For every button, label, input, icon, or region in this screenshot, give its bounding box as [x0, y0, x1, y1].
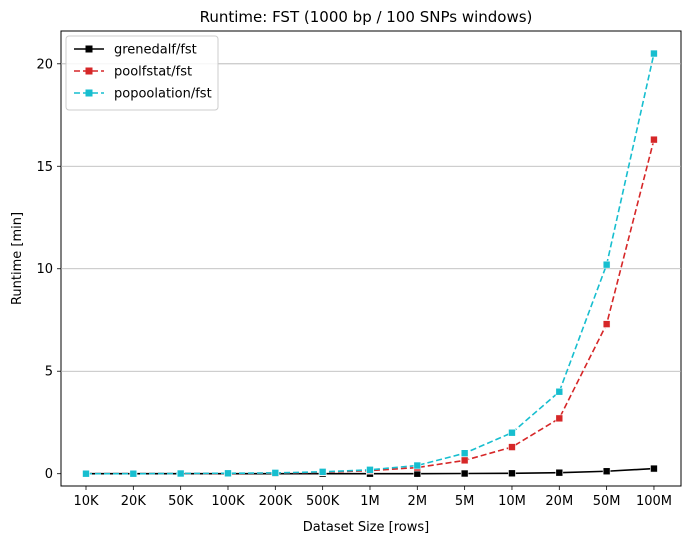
series-popoolation-fst	[82, 49, 658, 478]
data-point	[460, 449, 469, 458]
data-point	[318, 468, 327, 476]
x-axis: 10K 20K 50K 100K 200K 500K 1M 2M 5M 10M 20M 50M 100M	[73, 486, 672, 509]
x-tick-label: 10M	[498, 494, 526, 509]
data-point	[508, 443, 516, 451]
series-poolfstat-fst	[82, 135, 658, 478]
data-point	[366, 466, 374, 474]
data-point	[460, 456, 469, 465]
x-axis-label: Dataset Size [rows]	[303, 520, 429, 535]
data-point	[555, 468, 564, 477]
legend-label: grenedalf/fst	[114, 43, 197, 58]
data-point	[508, 469, 516, 478]
y-tick-label: 0	[45, 467, 53, 482]
data-point	[508, 428, 516, 437]
legend-marker	[85, 89, 93, 97]
data-point	[555, 387, 564, 396]
x-tick-label: 10K	[73, 494, 99, 509]
x-tick-label: 50K	[168, 494, 194, 509]
data-point	[555, 414, 564, 423]
series-line	[86, 53, 655, 475]
data-point	[650, 49, 658, 58]
legend-label: poolfstat/fst	[114, 65, 192, 80]
y-axis: 0 5 10 15 20	[36, 57, 61, 482]
legend-marker	[85, 67, 93, 75]
data-point	[460, 469, 469, 478]
data-point	[602, 467, 611, 476]
chart-title: Runtime: FST (1000 bp / 100 SNPs windows…	[200, 8, 533, 26]
legend: grenedalf/fst poolfstat/fst popoolation/fs…	[65, 35, 219, 111]
y-axis-label: Runtime [min]	[10, 212, 25, 305]
series-layer	[82, 49, 658, 478]
y-tick-label: 5	[45, 365, 53, 380]
data-point	[650, 135, 658, 144]
x-tick-label: 5M	[455, 494, 475, 509]
x-tick-label: 2M	[408, 494, 428, 509]
legend-frame	[65, 35, 219, 111]
y-tick-label: 10	[36, 262, 53, 277]
y-tick-label: 20	[36, 57, 53, 72]
x-tick-label: 20M	[545, 494, 573, 509]
data-point	[224, 469, 232, 478]
x-tick-label: 50M	[593, 494, 621, 509]
x-tick-label: 500K	[306, 494, 340, 509]
data-point	[413, 461, 422, 470]
data-point	[82, 469, 90, 478]
plot-area	[60, 30, 682, 487]
x-tick-label: 20K	[121, 494, 147, 509]
data-point	[271, 469, 280, 477]
data-point	[129, 469, 138, 478]
y-tick-label: 15	[36, 160, 53, 175]
data-point	[176, 469, 185, 478]
x-tick-label: 100M	[636, 494, 672, 509]
data-point	[602, 260, 611, 269]
x-tick-label: 100K	[211, 494, 245, 509]
data-point	[650, 464, 658, 473]
legend-marker	[85, 45, 93, 53]
data-point	[602, 320, 611, 328]
x-tick-label: 1M	[360, 494, 380, 509]
series-line	[86, 139, 655, 475]
x-tick-label: 200K	[259, 494, 293, 509]
legend-label: popoolation/fst	[114, 87, 212, 102]
